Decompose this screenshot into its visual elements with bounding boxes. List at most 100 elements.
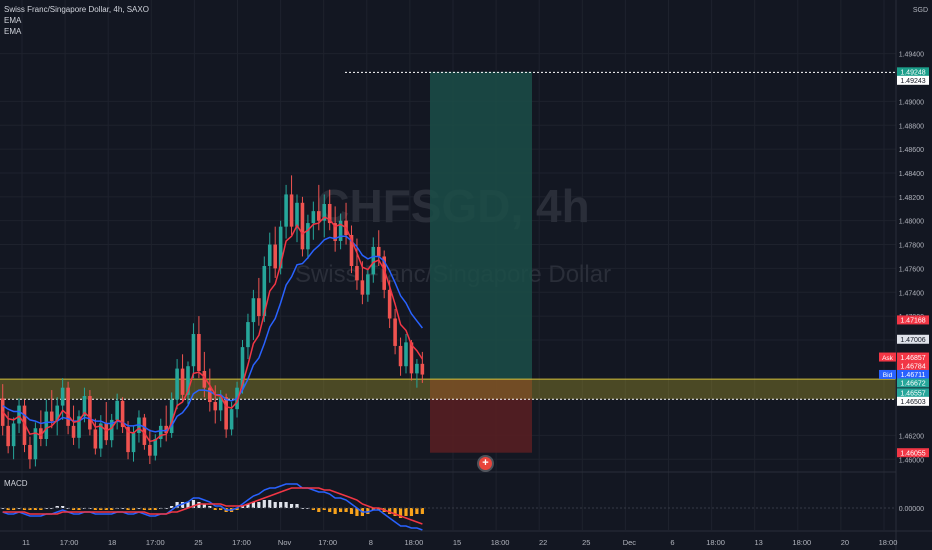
candle [415, 359, 419, 388]
price-tag-label: 1.46711 [901, 372, 926, 379]
candle-body [273, 244, 277, 269]
candle [360, 261, 365, 305]
candle-body [224, 397, 228, 430]
candle [82, 387, 87, 423]
candle-body [240, 347, 245, 388]
candle-body [229, 409, 234, 430]
macd-bar [219, 508, 223, 510]
macd-bar [71, 508, 76, 510]
symbol-legend[interactable]: Swiss Franc/Singapore Dollar, 4h, SAXO [4, 5, 149, 14]
candle [251, 289, 256, 340]
candle-body [17, 405, 21, 424]
candle-body [44, 411, 49, 439]
time-tick-label: 18:00 [405, 538, 424, 547]
price-tag: 1.49243 [897, 75, 929, 85]
macd-bar [393, 508, 397, 516]
candle-body [218, 397, 223, 411]
macd-bar [333, 508, 337, 514]
macd-bar [344, 508, 348, 512]
time-tick-label: 25 [582, 538, 590, 547]
macd-bar [306, 508, 310, 509]
candle [224, 393, 228, 438]
candle-body [104, 423, 109, 441]
macd-bar [268, 500, 272, 508]
price-tag-bg [897, 396, 929, 406]
candle [349, 225, 354, 274]
price-tag: 1.46711 Bid [879, 369, 929, 379]
candle-body [109, 419, 114, 441]
candle [115, 393, 119, 430]
macd-legend[interactable]: MACD [4, 479, 28, 488]
candle [267, 232, 272, 283]
macd-bar [213, 508, 217, 510]
candle [88, 390, 92, 436]
price-tick-label: 1.48200 [899, 195, 924, 202]
macd-bar [121, 508, 125, 509]
price-tag-label: 1.49243 [900, 78, 925, 85]
macd-bar [202, 504, 206, 508]
candle-body [409, 342, 414, 374]
candle [131, 425, 136, 462]
candle-body [349, 235, 354, 267]
candle-body [148, 444, 152, 456]
macd-bar [99, 508, 103, 510]
candle-body [398, 345, 403, 367]
candle-body [131, 433, 136, 453]
add-order-button[interactable]: + [479, 457, 492, 470]
candle-body [382, 256, 386, 290]
macd-bar [153, 508, 157, 510]
candle [142, 413, 147, 450]
candle [11, 417, 16, 460]
price-tag-label: 1.47168 [900, 318, 925, 325]
candle-body [387, 289, 392, 319]
time-tick-label: 20 [841, 538, 849, 547]
macd-bar [131, 508, 136, 510]
candle-body [202, 370, 207, 388]
time-tick-label: 25 [194, 538, 202, 547]
candle [71, 405, 76, 445]
candle [126, 421, 130, 460]
time-tick-label: 8 [369, 538, 373, 547]
candle [398, 337, 403, 376]
candle-body [257, 298, 261, 317]
price-tag: 1.47168 [897, 315, 929, 325]
macd-bar [240, 506, 245, 508]
macd-bar [33, 508, 37, 510]
candle [284, 184, 288, 239]
macd-bar [311, 508, 315, 510]
time-tick-label: 17:00 [232, 538, 251, 547]
price-tag-bg [897, 315, 929, 325]
price-tag-bg [897, 378, 929, 388]
candle-body [6, 425, 10, 447]
macd-bar [126, 508, 130, 510]
candle [22, 399, 27, 453]
candle-body [251, 298, 256, 323]
ema-legend-1[interactable]: EMA [4, 16, 22, 25]
signal-line [2, 487, 423, 525]
candle [208, 368, 212, 412]
time-tick-label: 17:00 [146, 538, 165, 547]
candle-body [376, 246, 381, 257]
time-tick-label: 17:00 [318, 538, 337, 547]
candle [322, 194, 327, 238]
candle-body [289, 194, 294, 227]
ema-legend-2[interactable]: EMA [4, 27, 22, 36]
price-tag: 1.49248 [897, 67, 929, 77]
macd-bar [142, 508, 146, 510]
macd-bar [175, 502, 179, 508]
candle [39, 410, 43, 447]
macd-bar [295, 504, 299, 508]
price-tick-label: 1.47800 [899, 243, 924, 250]
price-tag-name-bg [879, 369, 896, 379]
price-tag-bg [897, 352, 929, 362]
candle [158, 418, 163, 448]
candle-body [306, 223, 310, 250]
candle [257, 277, 261, 326]
candle [180, 354, 185, 403]
candle-body [153, 438, 158, 456]
candle-body [99, 423, 103, 449]
time-tick-label: 11 [22, 538, 30, 547]
price-tag-name-bg [879, 352, 896, 362]
